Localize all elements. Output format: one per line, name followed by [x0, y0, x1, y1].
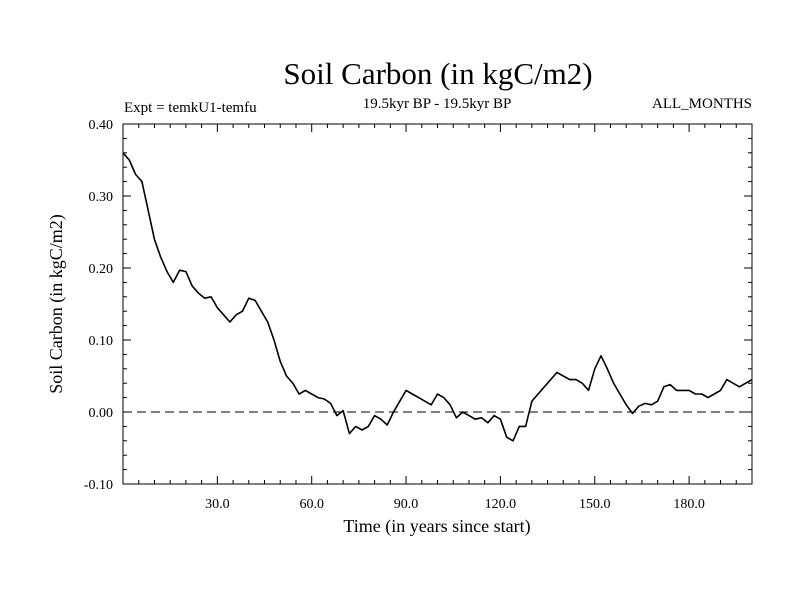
- y-tick-label: 0.30: [89, 190, 114, 205]
- series-group: [122, 152, 753, 442]
- y-tick-label: -0.10: [84, 478, 113, 493]
- plot-frame: [122, 123, 753, 485]
- x-axis-label: Time (in years since start): [343, 516, 530, 537]
- y-axis-label: Soil Carbon (in kgC/m2): [46, 214, 67, 394]
- chart-subtitle: 19.5kyr BP - 19.5kyr BP: [363, 96, 512, 112]
- x-tick-label: 150.0: [579, 497, 611, 512]
- y-tick-label: 0.40: [89, 118, 114, 133]
- y-tick-label: 0.20: [89, 262, 114, 277]
- experiment-annotation: Expt = temkU1-temfu: [124, 100, 257, 116]
- chart-title: Soil Carbon (in kgC/m2): [283, 56, 592, 91]
- months-annotation: ALL_MONTHS: [652, 96, 752, 112]
- x-tick-label: 180.0: [673, 497, 705, 512]
- y-tick-labels: -0.10 0.00 0.10 0.20 0.30 0.40: [84, 118, 113, 493]
- series-line-0: [122, 152, 753, 442]
- x-tick-label: 60.0: [299, 497, 324, 512]
- x-tick-label: 30.0: [205, 497, 230, 512]
- x-tick-labels: 30.0 60.0 90.0 120.0 150.0 180.0: [205, 497, 705, 512]
- x-tick-label: 90.0: [394, 497, 419, 512]
- x-tick-label: 120.0: [485, 497, 517, 512]
- tick-marks: [123, 124, 752, 484]
- y-tick-label: 0.10: [89, 334, 114, 349]
- y-tick-label: 0.00: [89, 406, 114, 421]
